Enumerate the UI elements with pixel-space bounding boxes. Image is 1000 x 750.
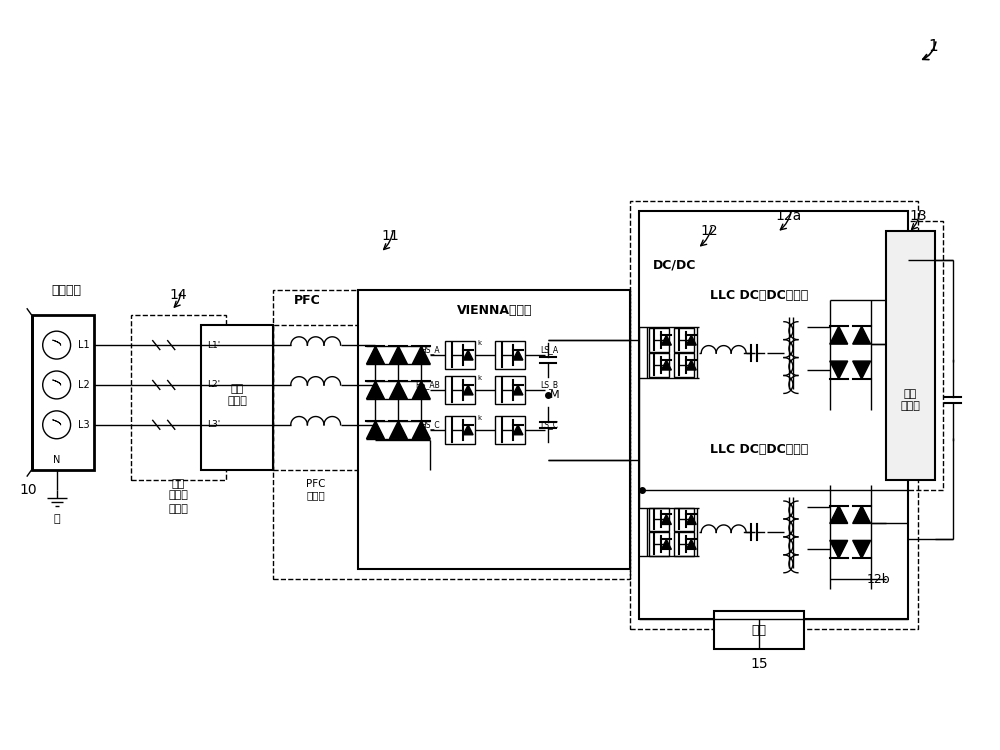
Polygon shape	[830, 541, 848, 558]
Polygon shape	[830, 326, 848, 344]
Bar	[273, 290, 630, 579]
Text: 12: 12	[700, 224, 718, 238]
Text: L3: L3	[78, 420, 89, 430]
Polygon shape	[366, 346, 384, 364]
Text: LS_B: LS_B	[540, 380, 558, 389]
Polygon shape	[463, 350, 473, 360]
Text: DC/DC: DC/DC	[652, 259, 696, 272]
Polygon shape	[661, 539, 671, 549]
Text: L2': L2'	[207, 380, 220, 389]
Polygon shape	[412, 421, 430, 439]
Text: PFC
电感器: PFC 电感器	[306, 478, 325, 500]
Polygon shape	[412, 381, 430, 399]
Bar	[649, 328, 669, 352]
Polygon shape	[661, 514, 671, 524]
Bar	[674, 353, 694, 377]
Text: L2: L2	[78, 380, 89, 390]
Polygon shape	[513, 424, 523, 435]
Bar	[273, 326, 358, 470]
Polygon shape	[463, 385, 473, 395]
Text: k: k	[477, 340, 481, 346]
Polygon shape	[389, 346, 407, 364]
Bar	[649, 508, 669, 532]
Text: 供电电网: 供电电网	[52, 284, 82, 297]
Text: HS_C: HS_C	[421, 420, 440, 429]
Polygon shape	[366, 421, 384, 439]
Text: LLC DC到DC转换器: LLC DC到DC转换器	[710, 289, 808, 302]
Bar	[445, 416, 475, 444]
Polygon shape	[686, 360, 696, 370]
Polygon shape	[389, 381, 407, 399]
Bar	[714, 611, 804, 649]
Text: k: k	[477, 415, 481, 421]
Bar	[201, 326, 273, 470]
Polygon shape	[513, 350, 523, 360]
Text: L3': L3'	[207, 420, 220, 429]
Text: 13: 13	[910, 209, 927, 223]
Bar	[639, 211, 908, 619]
Text: VIENNA转换器: VIENNA转换器	[457, 304, 533, 316]
Polygon shape	[661, 335, 671, 345]
Text: LS_C: LS_C	[540, 420, 558, 429]
Bar	[445, 376, 475, 404]
Circle shape	[43, 371, 71, 399]
Bar	[674, 508, 694, 532]
Text: N: N	[53, 454, 60, 465]
Bar	[886, 230, 935, 479]
Text: 预充电: 预充电	[168, 505, 188, 515]
Text: 地: 地	[53, 514, 60, 524]
Bar	[131, 315, 226, 479]
Text: 输出
滤波器: 输出 滤波器	[901, 389, 920, 411]
Polygon shape	[830, 361, 848, 379]
Polygon shape	[686, 514, 696, 524]
Text: L1: L1	[78, 340, 89, 350]
Polygon shape	[686, 539, 696, 549]
Polygon shape	[661, 360, 671, 370]
Bar	[495, 416, 525, 444]
Text: L1': L1'	[207, 340, 220, 350]
Text: HS_AB: HS_AB	[415, 380, 440, 389]
Polygon shape	[853, 326, 871, 344]
Text: 控制: 控制	[752, 623, 767, 637]
Bar	[674, 328, 694, 352]
Text: 11: 11	[382, 229, 399, 242]
Polygon shape	[463, 424, 473, 435]
Polygon shape	[389, 421, 407, 439]
Text: HS_A: HS_A	[421, 346, 440, 355]
Text: 15: 15	[750, 657, 768, 671]
Bar	[495, 376, 525, 404]
Bar	[879, 220, 943, 490]
Bar	[649, 532, 669, 556]
Circle shape	[43, 411, 71, 439]
Circle shape	[43, 332, 71, 359]
Polygon shape	[853, 361, 871, 379]
Polygon shape	[366, 381, 384, 399]
Text: LS_A: LS_A	[540, 346, 558, 355]
Polygon shape	[686, 335, 696, 345]
Text: 12a: 12a	[776, 209, 802, 223]
Bar	[495, 341, 525, 369]
Polygon shape	[853, 541, 871, 558]
Bar	[445, 341, 475, 369]
Bar	[32, 315, 94, 470]
Text: 输入
滤波器: 输入 滤波器	[227, 384, 247, 406]
Text: k: k	[477, 375, 481, 381]
Polygon shape	[830, 506, 848, 524]
Text: 1: 1	[929, 39, 938, 54]
Bar	[649, 353, 669, 377]
Text: 12b: 12b	[867, 573, 891, 586]
Text: 输入
滤波器: 输入 滤波器	[168, 478, 188, 500]
Polygon shape	[853, 506, 871, 524]
Polygon shape	[412, 346, 430, 364]
Text: LLC DC到DC转换器: LLC DC到DC转换器	[710, 443, 808, 456]
Text: M: M	[550, 390, 560, 400]
Polygon shape	[513, 385, 523, 395]
Text: 10: 10	[20, 482, 37, 496]
Text: 14: 14	[169, 288, 187, 302]
Bar	[630, 201, 918, 629]
Text: PFC: PFC	[294, 294, 321, 307]
Bar	[358, 290, 630, 569]
Bar	[674, 532, 694, 556]
